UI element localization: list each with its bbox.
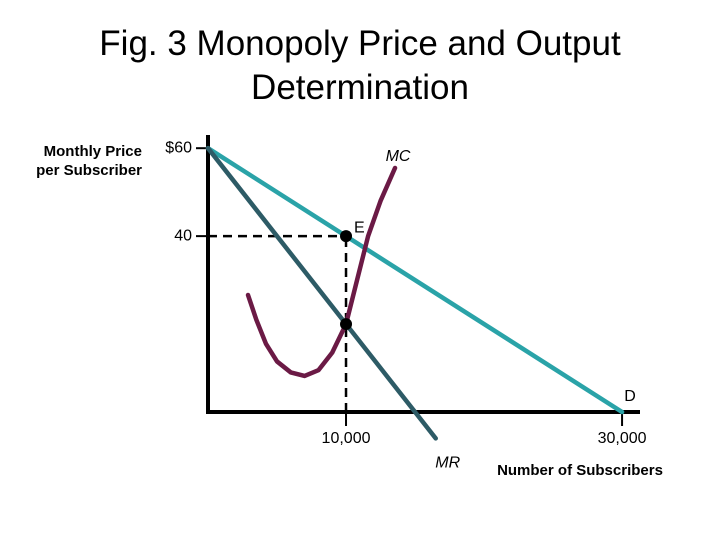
chart-title: Fig. 3 Monopoly Price and Output Determi… (99, 24, 621, 107)
series-line (205, 145, 438, 441)
series-line (245, 165, 398, 379)
x-axis-label: Number of Subscribers (497, 462, 663, 479)
series-label: D (624, 388, 636, 405)
x-tick-label: 10,000 (322, 430, 371, 447)
x-tick-label: 30,000 (598, 430, 647, 447)
series-line (205, 145, 625, 415)
y-tick-label: $60 (165, 139, 192, 156)
point-marker (340, 318, 353, 331)
point-label: E (354, 219, 365, 236)
y-tick-label: 40 (174, 227, 192, 244)
series-label: MR (435, 455, 460, 472)
point-marker (340, 230, 353, 243)
y-axis-label: Monthly Price per Subscriber (36, 143, 142, 179)
series-label: MC (386, 148, 411, 165)
